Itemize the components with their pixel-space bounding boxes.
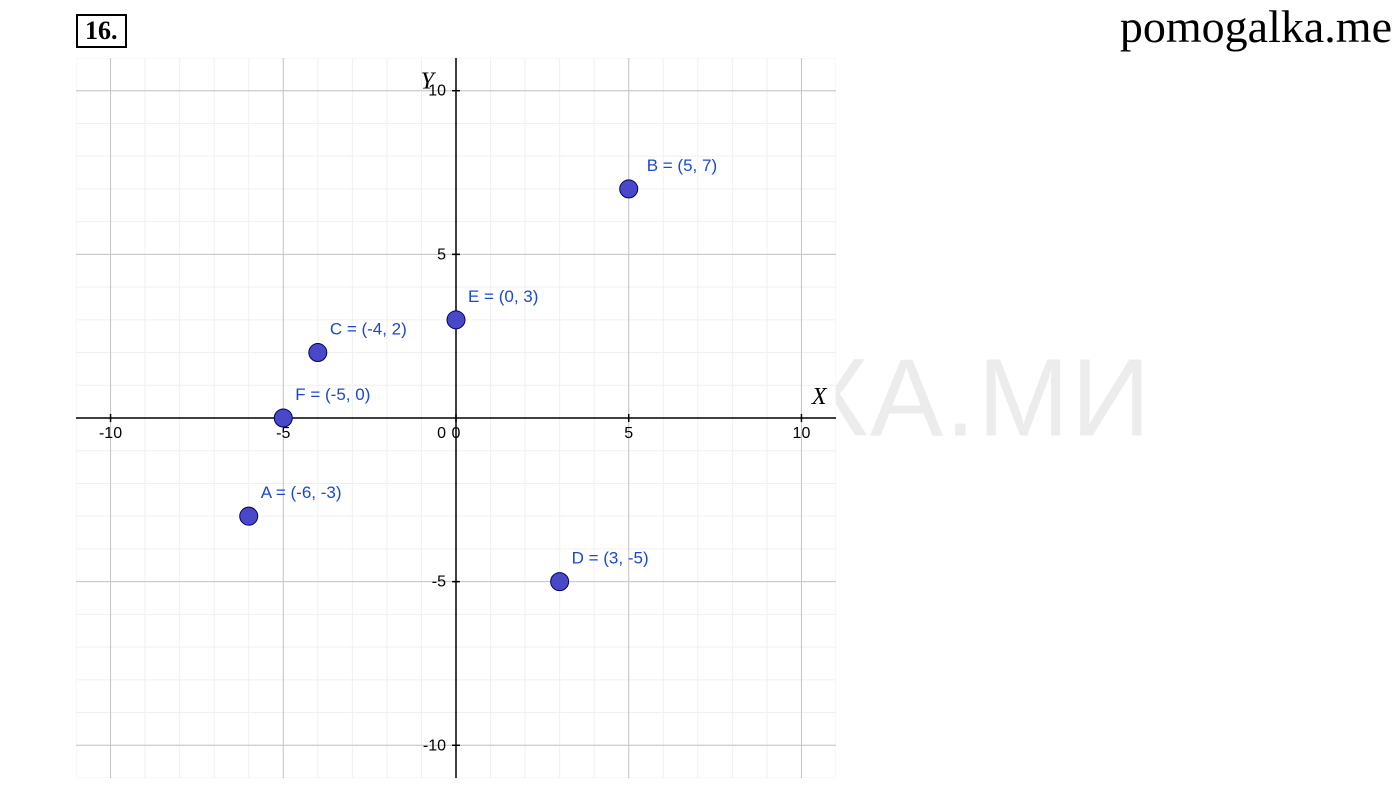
point-label-A: A = (-6, -3) bbox=[261, 483, 342, 502]
point-E bbox=[447, 311, 465, 329]
y-tick-label: -5 bbox=[432, 574, 446, 591]
x-tick-label: -5 bbox=[276, 425, 290, 442]
origin-label: 0 bbox=[437, 425, 446, 442]
coordinate-plot: -10-50510-10-55100XYA = (-6, -3)B = (5, … bbox=[76, 58, 836, 778]
point-D bbox=[551, 573, 569, 591]
site-watermark: pomogalka.me bbox=[1120, 0, 1392, 53]
point-F bbox=[274, 409, 292, 427]
problem-number: 16. bbox=[76, 14, 127, 48]
x-tick-label: -10 bbox=[99, 425, 122, 442]
point-C bbox=[309, 344, 327, 362]
point-label-D: D = (3, -5) bbox=[572, 549, 649, 568]
x-tick-label: 0 bbox=[452, 425, 461, 442]
point-label-F: F = (-5, 0) bbox=[295, 385, 370, 404]
y-tick-label: 5 bbox=[437, 246, 446, 263]
plot-svg: -10-50510-10-55100XYA = (-6, -3)B = (5, … bbox=[76, 58, 836, 778]
y-tick-label: -10 bbox=[423, 737, 446, 754]
x-tick-label: 5 bbox=[624, 425, 633, 442]
x-tick-label: 10 bbox=[793, 425, 811, 442]
point-label-B: B = (5, 7) bbox=[647, 156, 717, 175]
x-axis-title: X bbox=[811, 384, 828, 410]
point-B bbox=[620, 180, 638, 198]
point-A bbox=[240, 507, 258, 525]
point-label-C: C = (-4, 2) bbox=[330, 320, 407, 339]
point-label-E: E = (0, 3) bbox=[468, 287, 538, 306]
